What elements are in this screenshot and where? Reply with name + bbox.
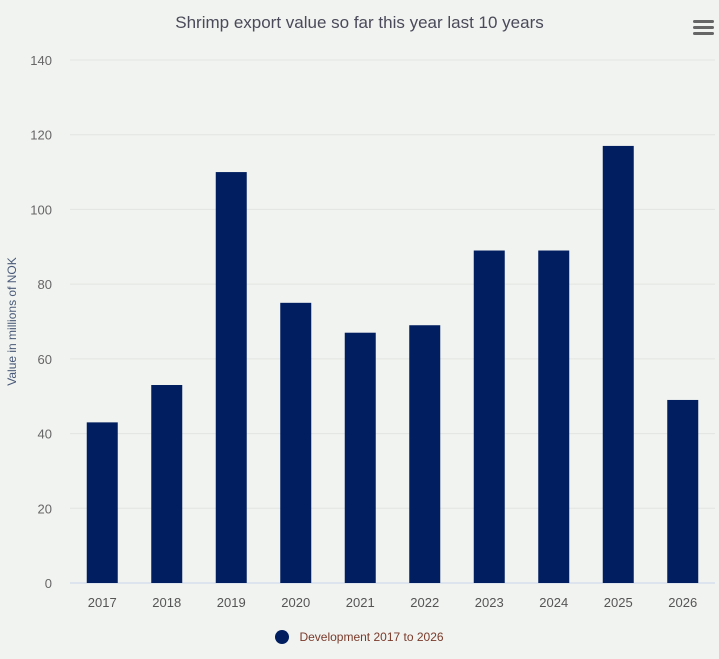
bar[interactable]: [473, 250, 505, 583]
x-tick-label: 2024: [539, 595, 568, 610]
x-tick-label: 2026: [668, 595, 697, 610]
y-tick-label: 60: [38, 352, 52, 367]
x-tick-label: 2022: [410, 595, 439, 610]
x-tick-label: 2025: [604, 595, 633, 610]
legend-marker: [275, 630, 290, 644]
y-tick-label: 120: [30, 128, 52, 143]
legend-item[interactable]: Development 2017 to 2026: [0, 630, 719, 644]
y-tick-label: 0: [45, 576, 52, 591]
y-tick-label: 140: [30, 53, 52, 68]
bar[interactable]: [86, 422, 118, 583]
x-tick-label: 2017: [88, 595, 117, 610]
y-tick-label: 100: [30, 202, 52, 217]
y-tick-label: 80: [38, 277, 52, 292]
bar[interactable]: [602, 145, 634, 583]
legend-label: Development 2017 to 2026: [299, 630, 444, 644]
x-tick-label: 2021: [346, 595, 375, 610]
bar[interactable]: [409, 325, 441, 583]
y-tick-label: 40: [38, 427, 52, 442]
x-tick-label: 2018: [152, 595, 181, 610]
bar[interactable]: [215, 172, 247, 584]
bar[interactable]: [667, 399, 699, 583]
bar[interactable]: [151, 385, 183, 583]
x-tick-label: 2023: [475, 595, 504, 610]
x-tick-label: 2020: [281, 595, 310, 610]
bar[interactable]: [538, 250, 570, 583]
y-axis-label: Value in millions of NOK: [5, 257, 19, 386]
x-tick-label: 2019: [217, 595, 246, 610]
bar[interactable]: [280, 302, 312, 583]
bar[interactable]: [344, 332, 376, 583]
y-tick-label: 20: [38, 501, 52, 516]
chart-title: Shrimp export value so far this year las…: [175, 13, 544, 32]
hamburger-menu-icon[interactable]: [693, 20, 714, 36]
